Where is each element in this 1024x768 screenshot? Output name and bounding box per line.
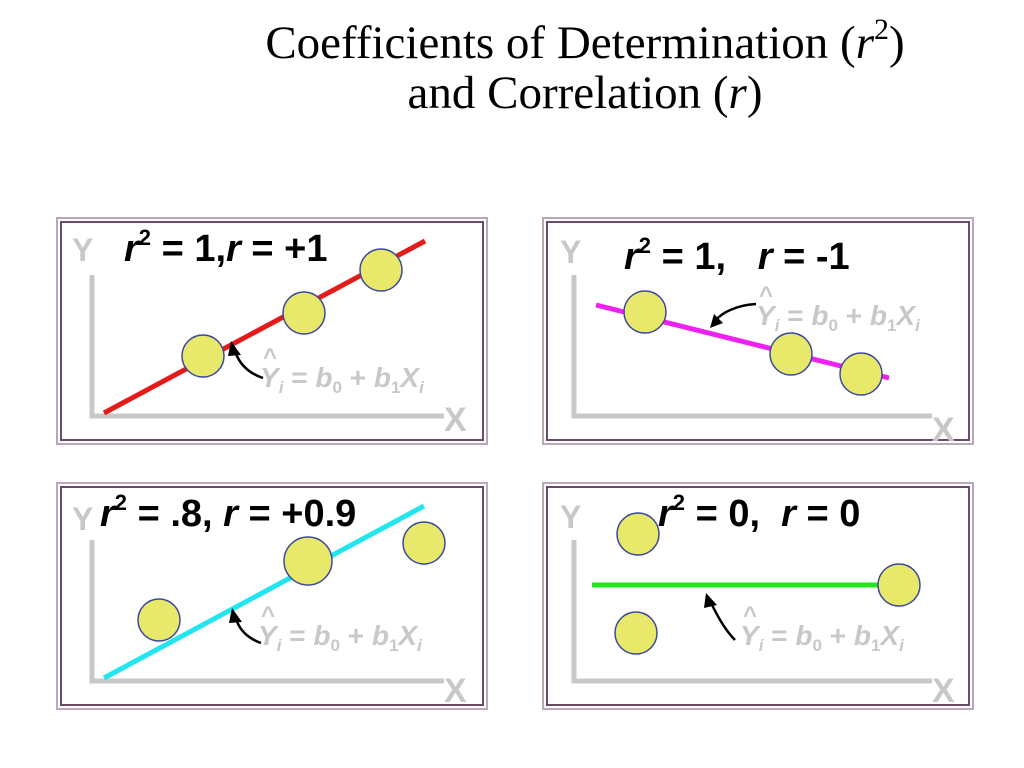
x-axis-label: X [932,411,955,449]
panel-negative-perfect: Y X r2 = 1, r = -1 ^ Yi = b0 + b1Xi [546,221,970,449]
data-point [614,611,658,655]
x-axis-label: X [444,672,467,710]
x-axis-label: X [932,672,955,710]
arrow-icon [714,302,757,322]
x-axis-label: X [444,401,467,439]
data-point [616,512,660,556]
axes [89,275,444,419]
arrow-head-icon [704,593,717,608]
data-point [877,563,921,607]
y-axis-label: Y [560,499,581,535]
panel-positive-strong: Y X r2 = .8, r = +0.9 ^ Yi = b0 + b1Xi [60,486,484,710]
stat-label: r2 = 1, r = -1 [624,233,850,278]
data-point [181,334,225,378]
arrow-head-icon [228,341,241,356]
axes [571,540,932,684]
data-point [282,291,326,335]
y-axis-label: Y [72,501,93,537]
slide-title: Coefficients of Determination (r2) and C… [150,13,1020,119]
data-point [623,290,667,334]
regression-equation: ^ Yi = b0 + b1Xi [756,282,920,335]
panel-positive-perfect: Y X r2 = 1,r = +1 ^ Yi = b0 + b1Xi [60,221,484,441]
panel-no-correlation: Y X r2 = 0, r = 0 ^ Yi = b0 + b1Xi [546,486,970,710]
title-line-1: Coefficients of Determination (r2) [265,13,905,69]
data-point [359,248,403,292]
panel-positive-perfect-plot: Y X [72,232,467,439]
axes [89,540,444,684]
panel-no-correlation-plot: Y X [560,499,955,710]
panel-positive-strong-plot: Y X [72,501,467,710]
stat-label: r2 = 1,r = +1 [124,225,328,270]
data-point [769,332,813,376]
panel-negative-perfect-plot: Y X [560,234,955,449]
regression-line [102,503,426,681]
regression-equation: ^ Yi = b0 + b1Xi [260,344,424,397]
arrow-icon [708,600,736,641]
axes [571,275,932,419]
regression-equation: ^ Yi = b0 + b1Xi [740,602,904,655]
arrow-head-icon [229,608,242,623]
title-line-2: and Correlation (r) [407,67,763,119]
arrow-head-icon [710,314,723,328]
y-axis-label: Y [72,232,93,268]
stat-label: r2 = .8, r = +0.9 [100,490,357,535]
data-point [283,536,333,586]
data-point [839,352,883,396]
data-point [137,598,181,642]
y-axis-label: Y [560,234,581,270]
stat-label: r2 = 0, r = 0 [658,490,861,535]
data-point [402,521,446,565]
regression-equation: ^ Yi = b0 + b1Xi [258,602,422,655]
